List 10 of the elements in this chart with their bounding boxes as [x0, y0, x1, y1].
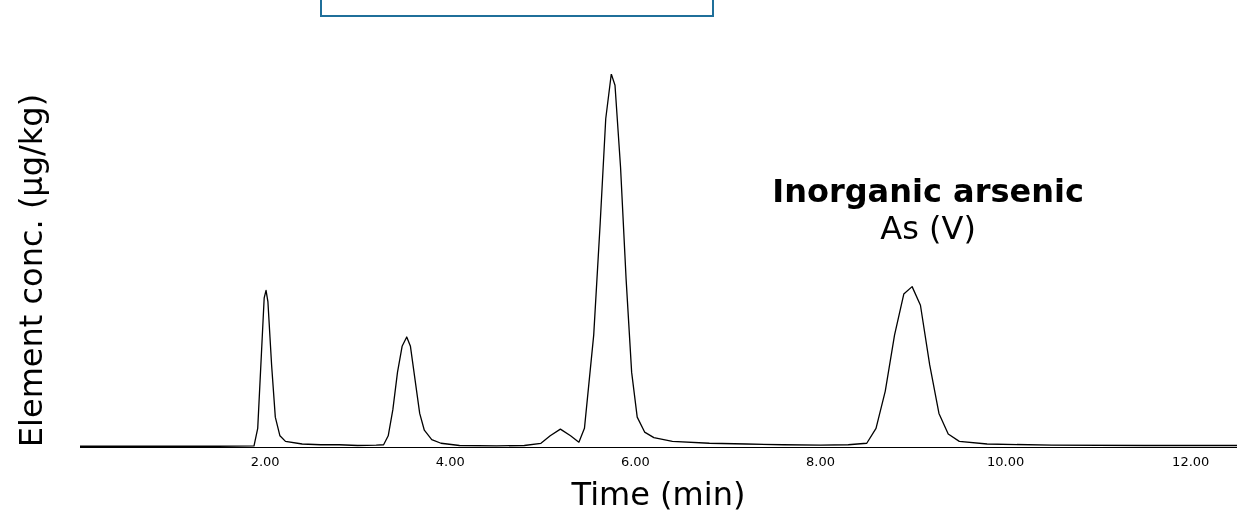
x-tick-label: 6.00	[620, 454, 650, 470]
x-tick-label: 10.00	[986, 454, 1025, 470]
x-axis-title: Time (min)	[570, 475, 746, 514]
x-tick-label: 2.00	[250, 454, 280, 470]
x-tick-label: 8.00	[806, 454, 835, 470]
x-tick-label: 12.00	[1172, 454, 1210, 470]
y-axis-title: Element conc. (µg/kg)	[12, 93, 51, 448]
annotation: Inorganic arsenic	[772, 171, 1084, 210]
x-tick-label: 4.00	[435, 454, 465, 470]
annotation: As (V)	[880, 208, 976, 247]
